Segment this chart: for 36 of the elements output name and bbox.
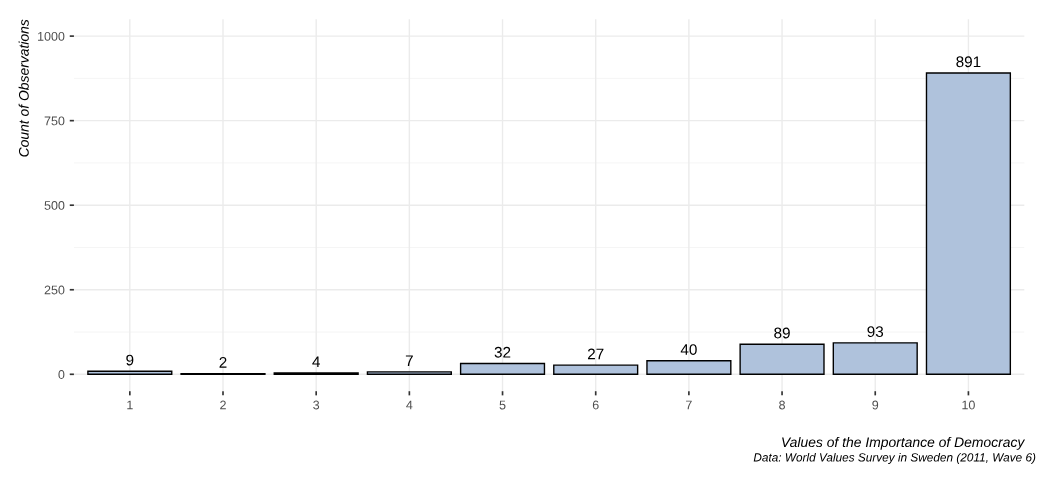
x-tick-label: 7 bbox=[686, 400, 692, 410]
data-label: 32 bbox=[494, 346, 511, 358]
y-tick-label: 750 bbox=[44, 116, 65, 126]
data-label: 40 bbox=[680, 344, 697, 355]
y-tick-label: 1000 bbox=[38, 31, 65, 41]
x-tick-label: 8 bbox=[779, 400, 785, 410]
data-label: 27 bbox=[587, 348, 604, 360]
bar bbox=[646, 360, 732, 375]
y-tick-label: 500 bbox=[44, 201, 65, 210]
data-label: 2 bbox=[219, 357, 227, 368]
x-tick-label: 6 bbox=[592, 400, 599, 410]
bar bbox=[832, 342, 918, 375]
bar bbox=[553, 364, 639, 375]
x-tick-label: 9 bbox=[872, 400, 879, 410]
text: Data: World Values Survey in Sweden (2011, Wave 6) bbox=[753, 452, 1036, 464]
bar bbox=[459, 362, 546, 375]
y-tick-label: 0 bbox=[58, 370, 65, 379]
x-tick-label: 5 bbox=[499, 400, 506, 410]
data-label: 89 bbox=[774, 327, 790, 339]
bar bbox=[925, 72, 1012, 375]
data-label: 93 bbox=[867, 326, 884, 338]
x-tick-label: 3 bbox=[313, 400, 320, 410]
x-tick-label: 4 bbox=[406, 400, 413, 410]
y-tick-label: 250 bbox=[44, 285, 65, 295]
x-tick-label: 1 bbox=[127, 400, 133, 410]
bar bbox=[87, 370, 173, 375]
bar bbox=[739, 343, 825, 375]
x-axis-title: Values of the Importance of Democracy bbox=[782, 436, 1026, 450]
data-label: 891 bbox=[956, 56, 981, 68]
data-label: 7 bbox=[405, 355, 413, 366]
x-tick-label: 10 bbox=[962, 400, 975, 410]
data-label: 9 bbox=[126, 354, 134, 366]
data-label: 4 bbox=[312, 356, 320, 367]
y-axis-title: Count of Observations bbox=[18, 19, 29, 157]
x-tick-label: 2 bbox=[220, 400, 226, 410]
bar bbox=[366, 371, 452, 375]
